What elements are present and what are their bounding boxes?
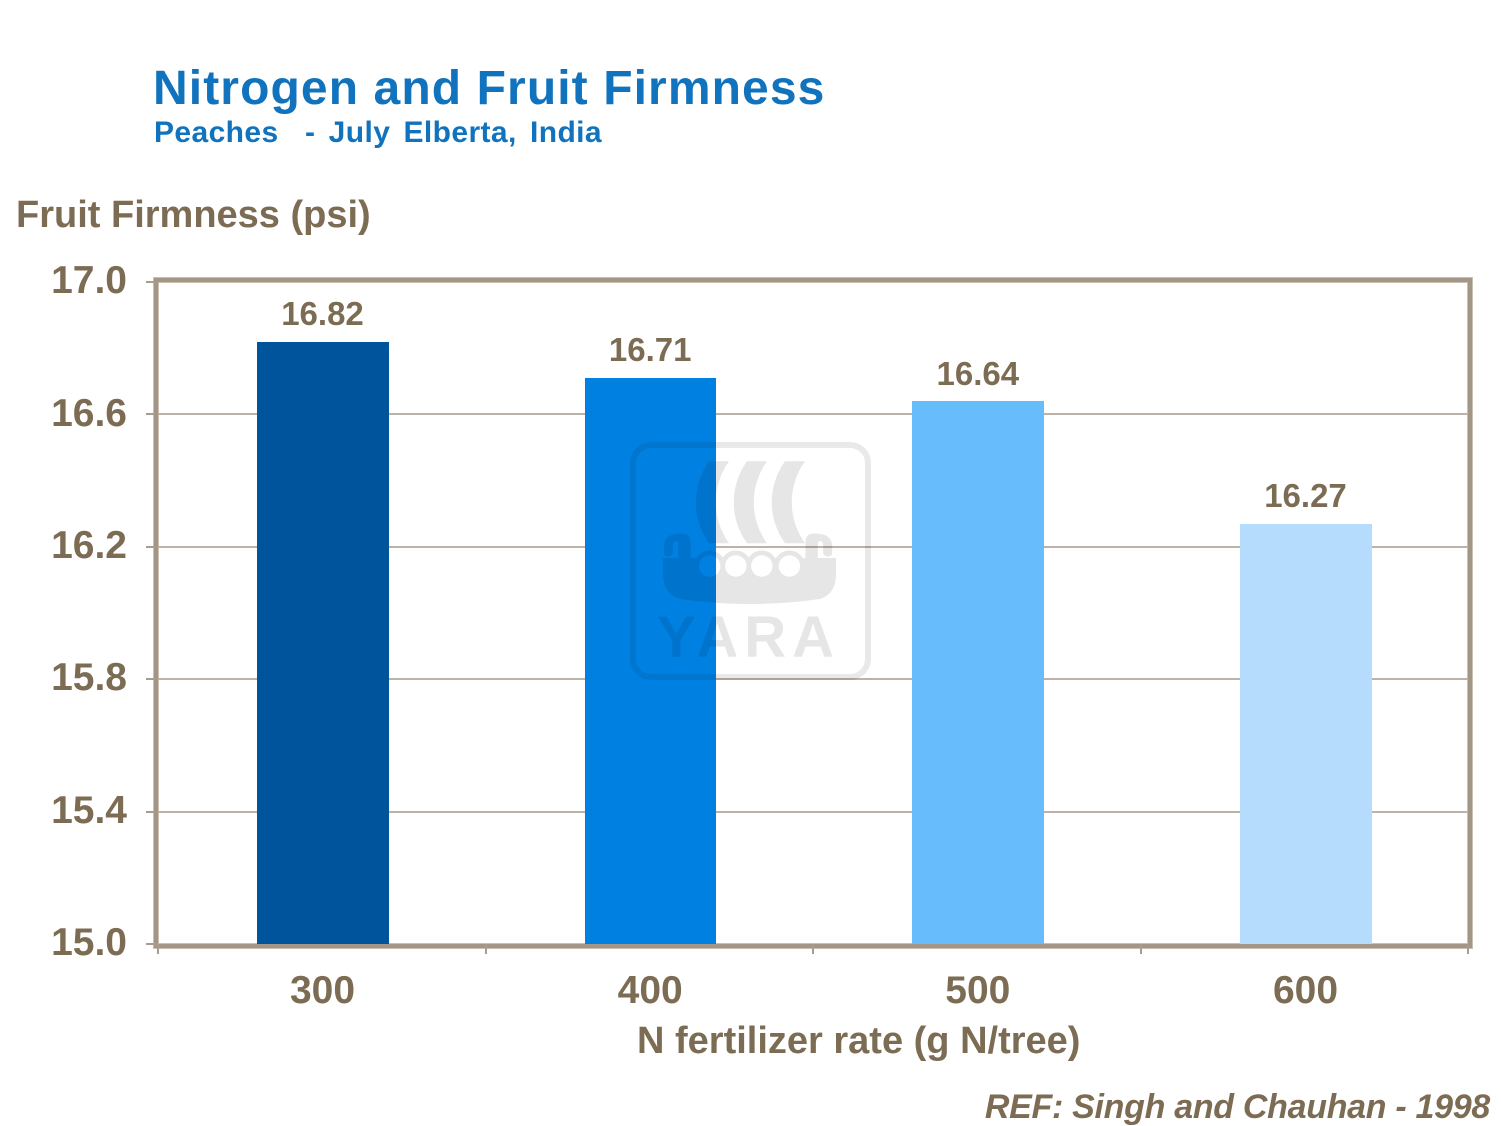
svg-text:YARA: YARA [657, 605, 840, 670]
